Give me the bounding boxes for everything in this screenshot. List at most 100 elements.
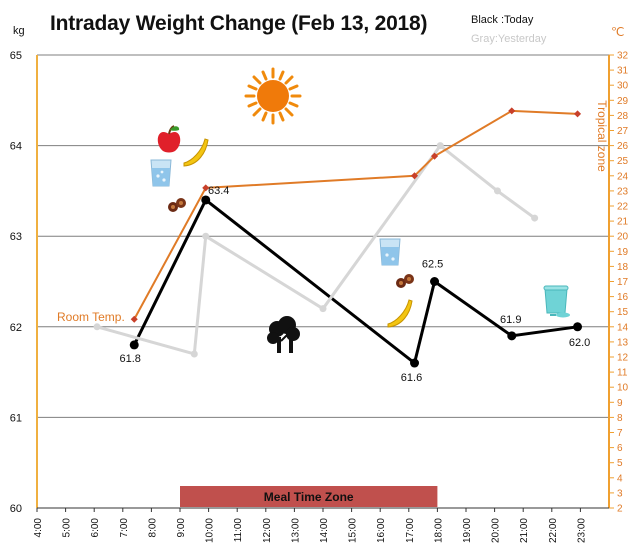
y-right-tick-label: 25: [617, 156, 629, 167]
y-right-tick-label: 17: [617, 277, 629, 288]
x-tick-label: 12:00: [262, 518, 273, 543]
x-tick-label: 6:00: [90, 518, 101, 538]
meal-zone-layer: Meal Time Zone: [180, 486, 438, 507]
labels-layer: Room Temp. Tropical zone 61.8 63.4 61.6 62.5 6…: [57, 100, 609, 384]
banana-icon: [387, 299, 413, 328]
x-tick-label: 22:00: [548, 518, 559, 543]
y-right-tick-label: 6: [617, 443, 623, 454]
data-point-temperature: [130, 315, 138, 323]
x-tick-label: 15:00: [348, 518, 359, 543]
y-right-tick-label: 9: [617, 398, 623, 409]
y-left-tick-label: 62: [10, 322, 22, 334]
series-line-today: [132, 197, 578, 366]
sun-icon: [244, 67, 302, 125]
x-tick-label: 14:00: [319, 518, 330, 543]
y-right-tick-label: 10: [617, 383, 629, 394]
y-right-tick-label: 12: [617, 353, 629, 364]
x-tick-label: 21:00: [519, 518, 530, 543]
y-right-tick-label: 14: [617, 322, 629, 333]
grid-layer: [37, 54, 609, 418]
x-tick-label: 11:00: [233, 518, 244, 543]
chart-title: Intraday Weight Change (Feb 13, 2018): [50, 12, 428, 35]
data-point-yesterday: [319, 305, 327, 313]
axes-layer: 6061626364652345678910111213141516171819…: [10, 50, 629, 543]
y-right-tick-label: 15: [617, 307, 629, 318]
data-label-today: 62.0: [569, 337, 590, 349]
data-label-today: 61.6: [401, 372, 422, 384]
x-tick-label: 19:00: [462, 518, 473, 543]
data-point-yesterday: [190, 350, 198, 358]
y-right-tick-label: 18: [617, 262, 629, 273]
x-tick-label: 8:00: [147, 518, 158, 538]
data-label-today: 61.9: [500, 314, 521, 326]
meal-time-zone-label: Meal Time Zone: [264, 490, 354, 504]
data-point-today: [410, 358, 420, 368]
banana-icon: [183, 138, 209, 167]
y-right-tick-label: 19: [617, 247, 629, 258]
x-tick-label: 16:00: [376, 518, 387, 543]
dried-fruit-icon: [168, 198, 186, 212]
y-right-tick-label: 22: [617, 202, 629, 213]
legend-yesterday: Gray:Yesterday: [471, 33, 547, 45]
apple-icon: [157, 125, 181, 153]
y-left-tick-label: 63: [10, 231, 22, 243]
y-left-tick-label: 60: [10, 503, 22, 515]
data-point-today: [573, 322, 583, 332]
y-right-tick-label: 27: [617, 126, 629, 137]
x-tick-label: 10:00: [205, 518, 216, 543]
data-point-yesterday: [93, 323, 101, 331]
dried-fruit-icon: [396, 274, 414, 288]
data-point-yesterday: [531, 214, 539, 222]
y-left-tick-label: 64: [10, 141, 22, 153]
water-glass-icon: [379, 238, 401, 266]
data-label-today: 63.4: [208, 185, 229, 197]
y-right-tick-label: 32: [617, 51, 629, 62]
x-tick-label: 7:00: [119, 518, 130, 538]
data-label-today: 62.5: [422, 259, 443, 271]
y-right-unit: ℃: [611, 25, 625, 39]
data-label-today: 61.8: [120, 353, 141, 365]
y-right-tick-label: 24: [617, 171, 629, 182]
y-right-tick-label: 2: [617, 504, 623, 515]
y-right-tick-label: 21: [617, 217, 629, 228]
data-point-yesterday: [202, 232, 210, 240]
y-left-unit: kg: [13, 25, 25, 37]
y-right-tick-label: 30: [617, 81, 629, 92]
x-tick-label: 5:00: [62, 518, 73, 538]
data-point-temperature: [202, 184, 210, 192]
y-right-tick-label: 5: [617, 458, 623, 469]
series-line-temperature: [133, 109, 578, 320]
data-point-yesterday: [493, 187, 501, 195]
y-left-tick-label: 61: [10, 412, 22, 424]
cup-icon: [543, 285, 570, 318]
water-glass-icon: [150, 159, 172, 187]
x-tick-label: 4:00: [33, 518, 44, 538]
y-right-tick-label: 4: [617, 473, 623, 484]
tropical-zone-label: Tropical zone: [595, 100, 609, 172]
x-tick-label: 17:00: [405, 518, 416, 543]
x-tick-label: 13:00: [290, 518, 301, 543]
tree-icon: [267, 316, 300, 353]
y-right-tick-label: 31: [617, 66, 629, 77]
data-point-today: [201, 195, 211, 205]
data-point-temperature: [508, 107, 516, 115]
series-layer: [93, 107, 583, 368]
x-tick-label: 9:00: [176, 518, 187, 538]
data-point-today: [430, 277, 440, 286]
data-point-temperature: [574, 110, 582, 118]
data-point-today: [507, 331, 517, 341]
data-point-temperature: [410, 172, 419, 180]
y-right-tick-label: 16: [617, 292, 629, 303]
meal-time-zone-bar: [180, 486, 438, 507]
room-temp-label: Room Temp.: [57, 310, 125, 324]
legend-today: Black :Today: [471, 14, 534, 26]
y-right-tick-label: 8: [617, 413, 623, 424]
y-right-tick-label: 7: [617, 428, 623, 439]
x-tick-label: 23:00: [576, 518, 587, 543]
y-right-tick-label: 3: [617, 488, 623, 499]
y-right-tick-label: 29: [617, 96, 629, 107]
data-point-yesterday: [436, 142, 444, 150]
y-right-tick-label: 20: [617, 232, 629, 243]
y-right-tick-label: 28: [617, 111, 629, 122]
data-point-today: [129, 340, 139, 350]
